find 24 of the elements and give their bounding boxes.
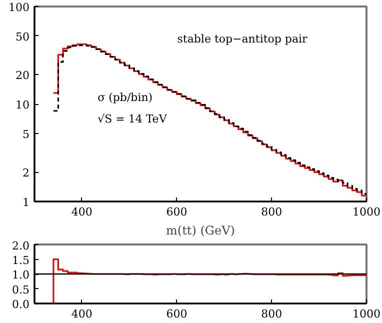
y-tick-label: 1.5 (12, 254, 30, 267)
y-tick-label: 2 (22, 166, 30, 180)
x-tick-label: 1000 (352, 308, 381, 320)
y-tick-label: 0.0 (12, 298, 30, 311)
annotation: σ (pb/bin) (98, 91, 153, 104)
x-tick-label: 400 (71, 308, 92, 320)
x-tick-label: 400 (71, 206, 92, 218)
x-tick-label: 600 (166, 206, 188, 218)
x-tick-label: 800 (261, 206, 282, 218)
y-tick-label: 2.0 (12, 240, 30, 252)
y-tick-label: 5 (22, 128, 30, 141)
y-tick-label: 10 (16, 98, 30, 112)
annotation: √S = 14 TeV (98, 112, 168, 126)
x-tick-label: 1000 (352, 206, 381, 218)
y-tick-label: 20 (16, 69, 30, 82)
y-tick-label: 50 (16, 30, 30, 44)
x-axis-title: m(tt) (GeV) (166, 224, 235, 238)
annotation: stable top−antitop pair (177, 32, 308, 46)
x-tick-label: 800 (261, 308, 282, 320)
y-tick-label: 1 (22, 196, 30, 209)
y-tick-label: 100 (8, 1, 30, 14)
x-tick-label: 600 (166, 308, 188, 320)
y-tick-label: 1.0 (12, 268, 30, 282)
y-tick-label: 0.5 (12, 283, 30, 296)
